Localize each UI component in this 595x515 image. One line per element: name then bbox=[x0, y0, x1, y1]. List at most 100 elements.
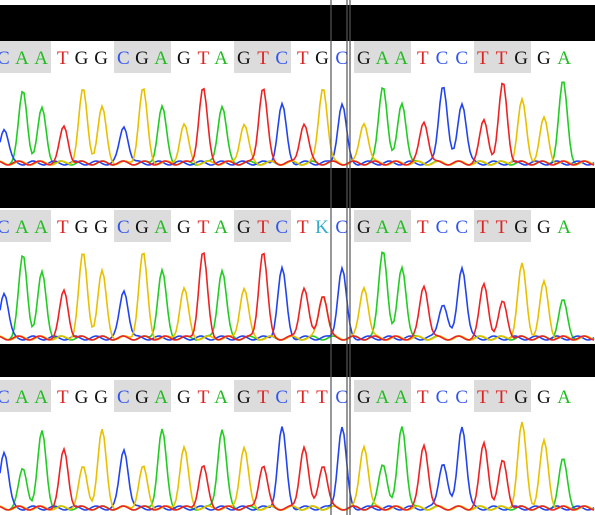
base-letter: T bbox=[316, 387, 328, 408]
base-letter: A bbox=[557, 217, 571, 238]
base-letter: C bbox=[455, 48, 468, 69]
base-letter: G bbox=[514, 48, 528, 69]
codon-label: TKC bbox=[297, 217, 348, 238]
base-letter: T bbox=[477, 48, 489, 69]
base-letter: T bbox=[297, 387, 309, 408]
black-band bbox=[0, 168, 595, 208]
chromatogram-screenshot: CAATGGCGAGTAGTCTGCGAATCCTTGGACAATGGCGAGT… bbox=[0, 0, 595, 515]
base-letter: T bbox=[417, 387, 429, 408]
base-letter: G bbox=[237, 48, 251, 69]
base-letter: A bbox=[557, 48, 571, 69]
base-letter: T bbox=[297, 217, 309, 238]
base-letter: T bbox=[496, 48, 508, 69]
base-letter: A bbox=[394, 217, 408, 238]
base-letter: T bbox=[257, 217, 269, 238]
base-letter: K bbox=[315, 217, 329, 238]
base-letter: A bbox=[154, 387, 168, 408]
base-letter: A bbox=[154, 48, 168, 69]
codon-label: GTC bbox=[237, 217, 288, 238]
base-letter: G bbox=[135, 48, 149, 69]
base-letter: G bbox=[94, 387, 108, 408]
base-letter: T bbox=[57, 217, 69, 238]
base-letter: C bbox=[335, 387, 348, 408]
base-letter: A bbox=[214, 387, 228, 408]
base-letter: A bbox=[15, 217, 29, 238]
base-letter: T bbox=[57, 48, 69, 69]
base-letter: T bbox=[417, 217, 429, 238]
base-letter: C bbox=[436, 387, 449, 408]
base-letter: G bbox=[237, 387, 251, 408]
base-letter: G bbox=[357, 48, 371, 69]
base-letter: T bbox=[257, 387, 269, 408]
base-letter: T bbox=[496, 217, 508, 238]
base-letter: A bbox=[214, 217, 228, 238]
black-band bbox=[0, 5, 595, 41]
base-letter: A bbox=[376, 48, 390, 69]
base-letter: A bbox=[15, 48, 29, 69]
codon-label: GTA bbox=[177, 48, 228, 69]
base-letter: C bbox=[0, 217, 10, 238]
base-letter: A bbox=[15, 387, 29, 408]
base-letter: C bbox=[335, 48, 348, 69]
codon-label: CGA bbox=[117, 217, 168, 238]
base-letter: A bbox=[557, 387, 571, 408]
black-band bbox=[0, 344, 595, 377]
base-letter: T bbox=[477, 217, 489, 238]
base-letter: A bbox=[34, 217, 48, 238]
base-letter: C bbox=[275, 217, 288, 238]
base-letter: A bbox=[376, 217, 390, 238]
base-letter: G bbox=[237, 217, 251, 238]
base-letter: G bbox=[537, 217, 551, 238]
base-letter: C bbox=[117, 387, 130, 408]
base-letter: G bbox=[537, 387, 551, 408]
base-letter: A bbox=[214, 48, 228, 69]
base-letter: A bbox=[394, 387, 408, 408]
base-letter: T bbox=[57, 387, 69, 408]
base-letter: C bbox=[455, 217, 468, 238]
base-letter: G bbox=[94, 217, 108, 238]
base-letter: A bbox=[34, 387, 48, 408]
base-letter: C bbox=[275, 387, 288, 408]
base-letter: G bbox=[135, 387, 149, 408]
base-letter: T bbox=[496, 387, 508, 408]
base-letter: G bbox=[177, 387, 191, 408]
base-letter: C bbox=[335, 217, 348, 238]
base-letter: G bbox=[177, 217, 191, 238]
base-letter: C bbox=[436, 48, 449, 69]
base-letter: G bbox=[537, 48, 551, 69]
base-letter: G bbox=[514, 217, 528, 238]
base-letter: A bbox=[394, 48, 408, 69]
base-letter: G bbox=[75, 217, 89, 238]
base-letter: G bbox=[177, 48, 191, 69]
base-letter: C bbox=[455, 387, 468, 408]
base-letter: G bbox=[75, 48, 89, 69]
base-letter: C bbox=[117, 48, 130, 69]
base-letter: A bbox=[376, 387, 390, 408]
codon-label: GTA bbox=[177, 387, 228, 408]
base-letter: T bbox=[417, 48, 429, 69]
base-letter: G bbox=[315, 48, 329, 69]
base-letter: T bbox=[257, 48, 269, 69]
codon-label: GAA bbox=[357, 217, 408, 238]
base-letter: C bbox=[0, 48, 10, 69]
base-letter: T bbox=[297, 48, 309, 69]
base-letter: G bbox=[94, 48, 108, 69]
background bbox=[0, 0, 595, 515]
base-letter: C bbox=[117, 217, 130, 238]
base-letter: C bbox=[275, 48, 288, 69]
base-letter: C bbox=[436, 217, 449, 238]
base-letter: G bbox=[357, 387, 371, 408]
